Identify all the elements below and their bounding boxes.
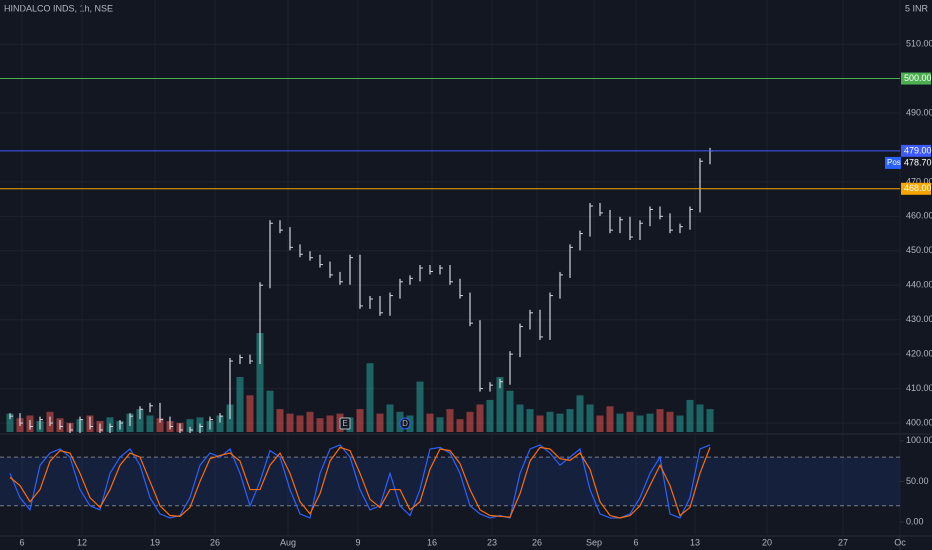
volume-bar	[156, 418, 164, 432]
post-tag	[885, 156, 902, 169]
stoch-tick-label: 100.00	[906, 435, 932, 445]
volume-bar	[386, 404, 394, 432]
volume-bar	[136, 409, 144, 432]
x-tick-label: 26	[210, 537, 220, 547]
level-label: 468.00	[904, 183, 932, 193]
last-price: 478.70	[904, 157, 932, 167]
volume-bar	[436, 417, 444, 432]
band-fill	[0, 457, 900, 506]
stoch-line	[9, 444, 711, 519]
y-tick-label: 440.00	[906, 280, 932, 290]
volume-bar	[466, 411, 474, 432]
volume-bar	[666, 411, 674, 432]
x-tick-label: 23	[487, 537, 497, 547]
event-label: D	[402, 419, 408, 428]
volume-bar	[276, 409, 284, 432]
stoch-line	[9, 446, 711, 519]
volume-bar	[486, 399, 494, 432]
x-tick-label: 26	[532, 537, 542, 547]
volume-bar	[636, 415, 644, 432]
y-tick-label: 410.00	[906, 383, 932, 393]
x-tick-label: 20	[762, 537, 772, 547]
volume-bar	[586, 404, 594, 432]
event-marker	[339, 417, 351, 430]
volume-bar	[606, 406, 614, 432]
volume-bar	[256, 333, 264, 432]
symbol-title: HINDALCO INDS, 1h, NSE	[4, 3, 113, 13]
volume-bar	[6, 413, 14, 432]
stoch-tick-label: 0.00	[906, 516, 924, 526]
y-tick-label: 430.00	[906, 314, 932, 324]
volume-bar	[536, 415, 544, 432]
volume-bar	[356, 409, 364, 432]
volume-bar	[626, 411, 634, 432]
y-tick-label: 460.00	[906, 211, 932, 221]
volume-bar	[306, 411, 314, 432]
volume-bar	[656, 409, 664, 432]
level-label: 479.00	[904, 145, 932, 155]
x-tick-label: Aug	[280, 537, 296, 547]
x-tick-label: 6	[19, 537, 24, 547]
volume-bar	[696, 404, 704, 432]
x-tick-label: 16	[427, 537, 437, 547]
level-label: 500.00	[904, 73, 932, 83]
event-marker	[399, 417, 411, 430]
volume-bar	[616, 413, 624, 432]
x-tick-label: 12	[77, 537, 87, 547]
volume-bar	[326, 415, 334, 432]
y-tick-label: 450.00	[906, 245, 932, 255]
volume-bar	[686, 399, 694, 432]
volume-bar	[676, 415, 684, 432]
x-tick-label: 13	[690, 537, 700, 547]
volume-bar	[416, 381, 424, 432]
x-tick-label: 9	[355, 537, 360, 547]
stoch-tick-label: 50.00	[906, 476, 929, 486]
volume-bar	[366, 363, 374, 432]
volume-bar	[446, 409, 454, 432]
y-tick-label: 470.00	[906, 176, 932, 186]
event-label: E	[342, 419, 347, 428]
volume-bar	[526, 409, 534, 432]
y-tick-label: 420.00	[906, 349, 932, 359]
level-tag	[901, 72, 931, 85]
volume-bar	[426, 413, 434, 432]
y-tick-label: 510.00	[906, 38, 932, 48]
volume-bar	[296, 415, 304, 432]
x-tick-label: 6	[633, 537, 638, 547]
x-tick-label: Sep	[586, 537, 602, 547]
price-tag	[901, 156, 931, 169]
volume-bar	[146, 415, 154, 432]
volume-bar	[266, 390, 274, 432]
volume-bar	[516, 404, 524, 432]
x-tick-label: Oc	[894, 537, 906, 547]
volume-bar	[186, 419, 194, 432]
volume-bar	[236, 377, 244, 432]
volume-bar	[596, 415, 604, 432]
volume-bar	[216, 415, 224, 432]
volume-bar	[546, 411, 554, 432]
volume-bar	[316, 418, 324, 432]
volume-bar	[456, 419, 464, 432]
volume-bar	[506, 390, 514, 432]
volume-bar	[556, 413, 564, 432]
x-tick-label: 19	[150, 537, 160, 547]
volume-bar	[576, 395, 584, 432]
volume-bar	[496, 377, 504, 432]
y-tick-label: 400.00	[906, 417, 932, 427]
volume-bar	[646, 413, 654, 432]
currency: 5 INR	[905, 3, 929, 13]
volume-bar	[246, 395, 254, 432]
volume-bar	[706, 409, 714, 432]
level-tag	[901, 144, 931, 157]
volume-bar	[566, 409, 574, 432]
volume-bar	[476, 404, 484, 432]
post-label: Post	[887, 158, 904, 167]
volume-bar	[286, 413, 294, 432]
volume-bar	[376, 413, 384, 432]
x-tick-label: 27	[838, 537, 848, 547]
level-tag	[901, 182, 931, 195]
y-tick-label: 490.00	[906, 107, 932, 117]
